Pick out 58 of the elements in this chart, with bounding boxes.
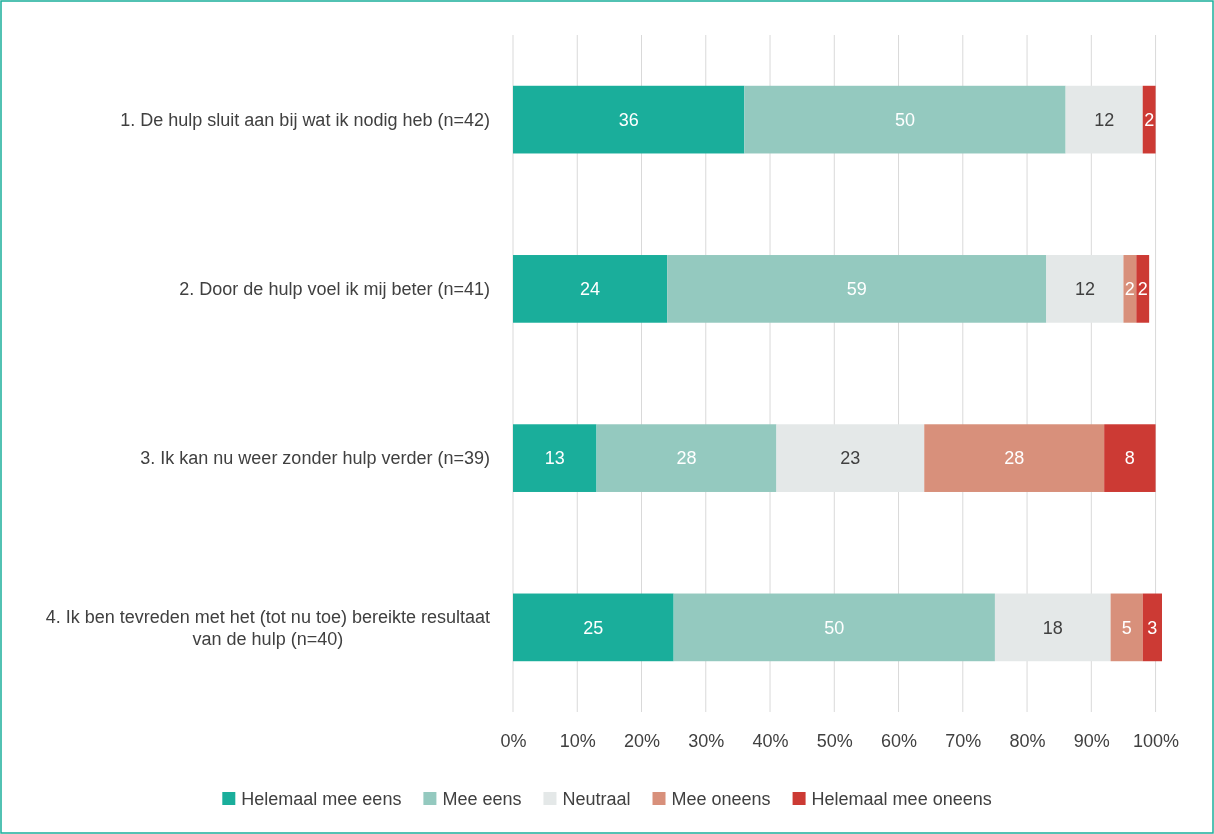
x-tick-label: 90% [1073, 730, 1110, 751]
data-label: 28 [676, 448, 697, 469]
y-tick-label: 4. Ik ben tevreden met het (tot nu toe) bereikte resultaat van de hulp (n=40) [45, 606, 490, 649]
y-tick-label: 1. De hulp sluit aan bij wat ik nodig heb (n=42) [120, 109, 490, 130]
bar [924, 424, 1105, 492]
bar [1110, 593, 1143, 662]
bar [596, 424, 777, 492]
bar [744, 85, 1066, 154]
x-tick-label: 70% [945, 730, 982, 751]
data-label: 2 [1137, 279, 1148, 300]
bar [513, 424, 597, 492]
bar [1136, 255, 1150, 323]
data-label: 3 [1147, 617, 1158, 638]
bar [994, 593, 1111, 662]
legend-label: Helemaal mee oneens [811, 789, 992, 810]
x-tick-label: 50% [816, 730, 853, 751]
data-label: 8 [1124, 448, 1135, 469]
data-label: 28 [1004, 448, 1025, 469]
x-tick-label: 60% [881, 730, 918, 751]
bar [1065, 85, 1143, 154]
data-label: 24 [580, 279, 601, 300]
x-tick-label: 40% [752, 730, 789, 751]
data-label: 5 [1121, 617, 1132, 638]
data-label: 12 [1094, 109, 1115, 130]
data-label: 23 [840, 448, 861, 469]
bar [1046, 255, 1124, 323]
bar [673, 593, 995, 662]
y-tick-label: 2. Door de hulp voel ik mij beter (n=41) [179, 279, 490, 300]
legend-label: Mee eens [442, 789, 522, 810]
bar [1142, 85, 1156, 154]
x-tick-label: 0% [500, 730, 527, 751]
bar [513, 85, 745, 154]
x-tick-label: 30% [688, 730, 725, 751]
data-label: 2 [1124, 279, 1135, 300]
legend-label: Mee oneens [671, 789, 771, 810]
x-tick-label: 100% [1133, 730, 1180, 751]
legend-label: Helemaal mee eens [241, 789, 402, 810]
bar [513, 255, 668, 323]
x-tick-label: 80% [1009, 730, 1046, 751]
data-label: 18 [1042, 617, 1063, 638]
bar [1104, 424, 1156, 492]
bar [1123, 255, 1137, 323]
data-label: 36 [618, 109, 639, 130]
bar [1142, 593, 1162, 662]
bar [513, 593, 674, 662]
x-tick-label: 20% [624, 730, 661, 751]
data-label: 13 [544, 448, 565, 469]
bar [667, 255, 1047, 323]
data-label: 12 [1074, 279, 1095, 300]
data-label: 2 [1144, 109, 1155, 130]
x-tick-label: 10% [559, 730, 596, 751]
legend-label: Neutraal [562, 789, 631, 810]
y-tick-label: 3. Ik kan nu weer zonder hulp verder (n=39) [140, 448, 490, 469]
data-label: 50 [824, 617, 845, 638]
bar [776, 424, 925, 492]
data-label: 50 [894, 109, 915, 130]
data-label: 59 [846, 279, 867, 300]
data-label: 25 [583, 617, 604, 638]
